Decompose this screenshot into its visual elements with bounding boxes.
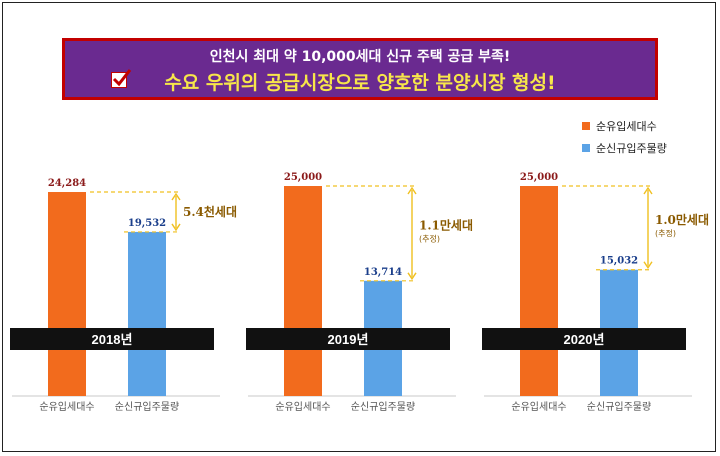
- bar-value-label: 15,032: [600, 256, 638, 267]
- headline-banner: 인천시 최대 약 10,000세대 신규 주택 공급 부족! 수요 우위의 공급…: [62, 38, 658, 100]
- category-tick-label: 순신규입주물량: [587, 400, 651, 413]
- gap-label: 1.1만세대: [419, 217, 473, 232]
- bar-value-label: 25,000: [284, 172, 322, 183]
- frame-border: [2, 2, 716, 452]
- legend-label: 순유입세대수: [596, 120, 657, 133]
- bar-new-supply: [128, 231, 166, 396]
- gap-label: 1.0만세대: [655, 212, 709, 227]
- legend-label: 순신규입주물량: [596, 142, 667, 155]
- checkbox-check-icon: [111, 69, 132, 88]
- gap-arrow-head: [407, 272, 417, 281]
- banner-subheadline: 수요 우위의 공급시장으로 양호한 분양시장 형성!: [164, 72, 556, 94]
- year-banner: [10, 328, 214, 350]
- bar-net-inflow: [48, 192, 86, 396]
- bar-value-label: 24,284: [48, 178, 86, 189]
- category-tick-label: 순유입세대수: [39, 400, 94, 413]
- gap-arrow-head: [643, 186, 653, 195]
- year-banner: [246, 328, 450, 350]
- bar-net-inflow: [284, 186, 322, 396]
- bar-net-inflow: [520, 186, 558, 396]
- gap-arrow-head: [171, 223, 181, 232]
- year-label: 2020년: [564, 332, 605, 347]
- legend-swatch: [582, 122, 590, 130]
- bar-value-label: 25,000: [520, 172, 558, 183]
- gap-note: (추정): [419, 233, 440, 243]
- bar-value-label: 19,532: [128, 218, 166, 229]
- category-tick-label: 순신규입주물량: [351, 400, 415, 413]
- gap-label: 5.4천세대: [183, 204, 237, 219]
- bar-value-label: 13,714: [364, 267, 402, 278]
- category-tick-label: 순신규입주물량: [115, 400, 179, 413]
- legend-swatch: [582, 144, 590, 152]
- year-label: 2019년: [328, 332, 369, 347]
- gap-note: (추정): [655, 228, 676, 238]
- banner-headline: 인천시 최대 약 10,000세대 신규 주택 공급 부족!: [209, 49, 511, 65]
- year-banner: [482, 328, 686, 350]
- gap-arrow-head: [643, 261, 653, 269]
- category-tick-label: 순유입세대수: [275, 400, 330, 413]
- gap-arrow-head: [407, 186, 417, 195]
- gap-arrow-head: [171, 192, 181, 201]
- year-label: 2018년: [92, 332, 133, 347]
- category-tick-label: 순유입세대수: [511, 400, 566, 413]
